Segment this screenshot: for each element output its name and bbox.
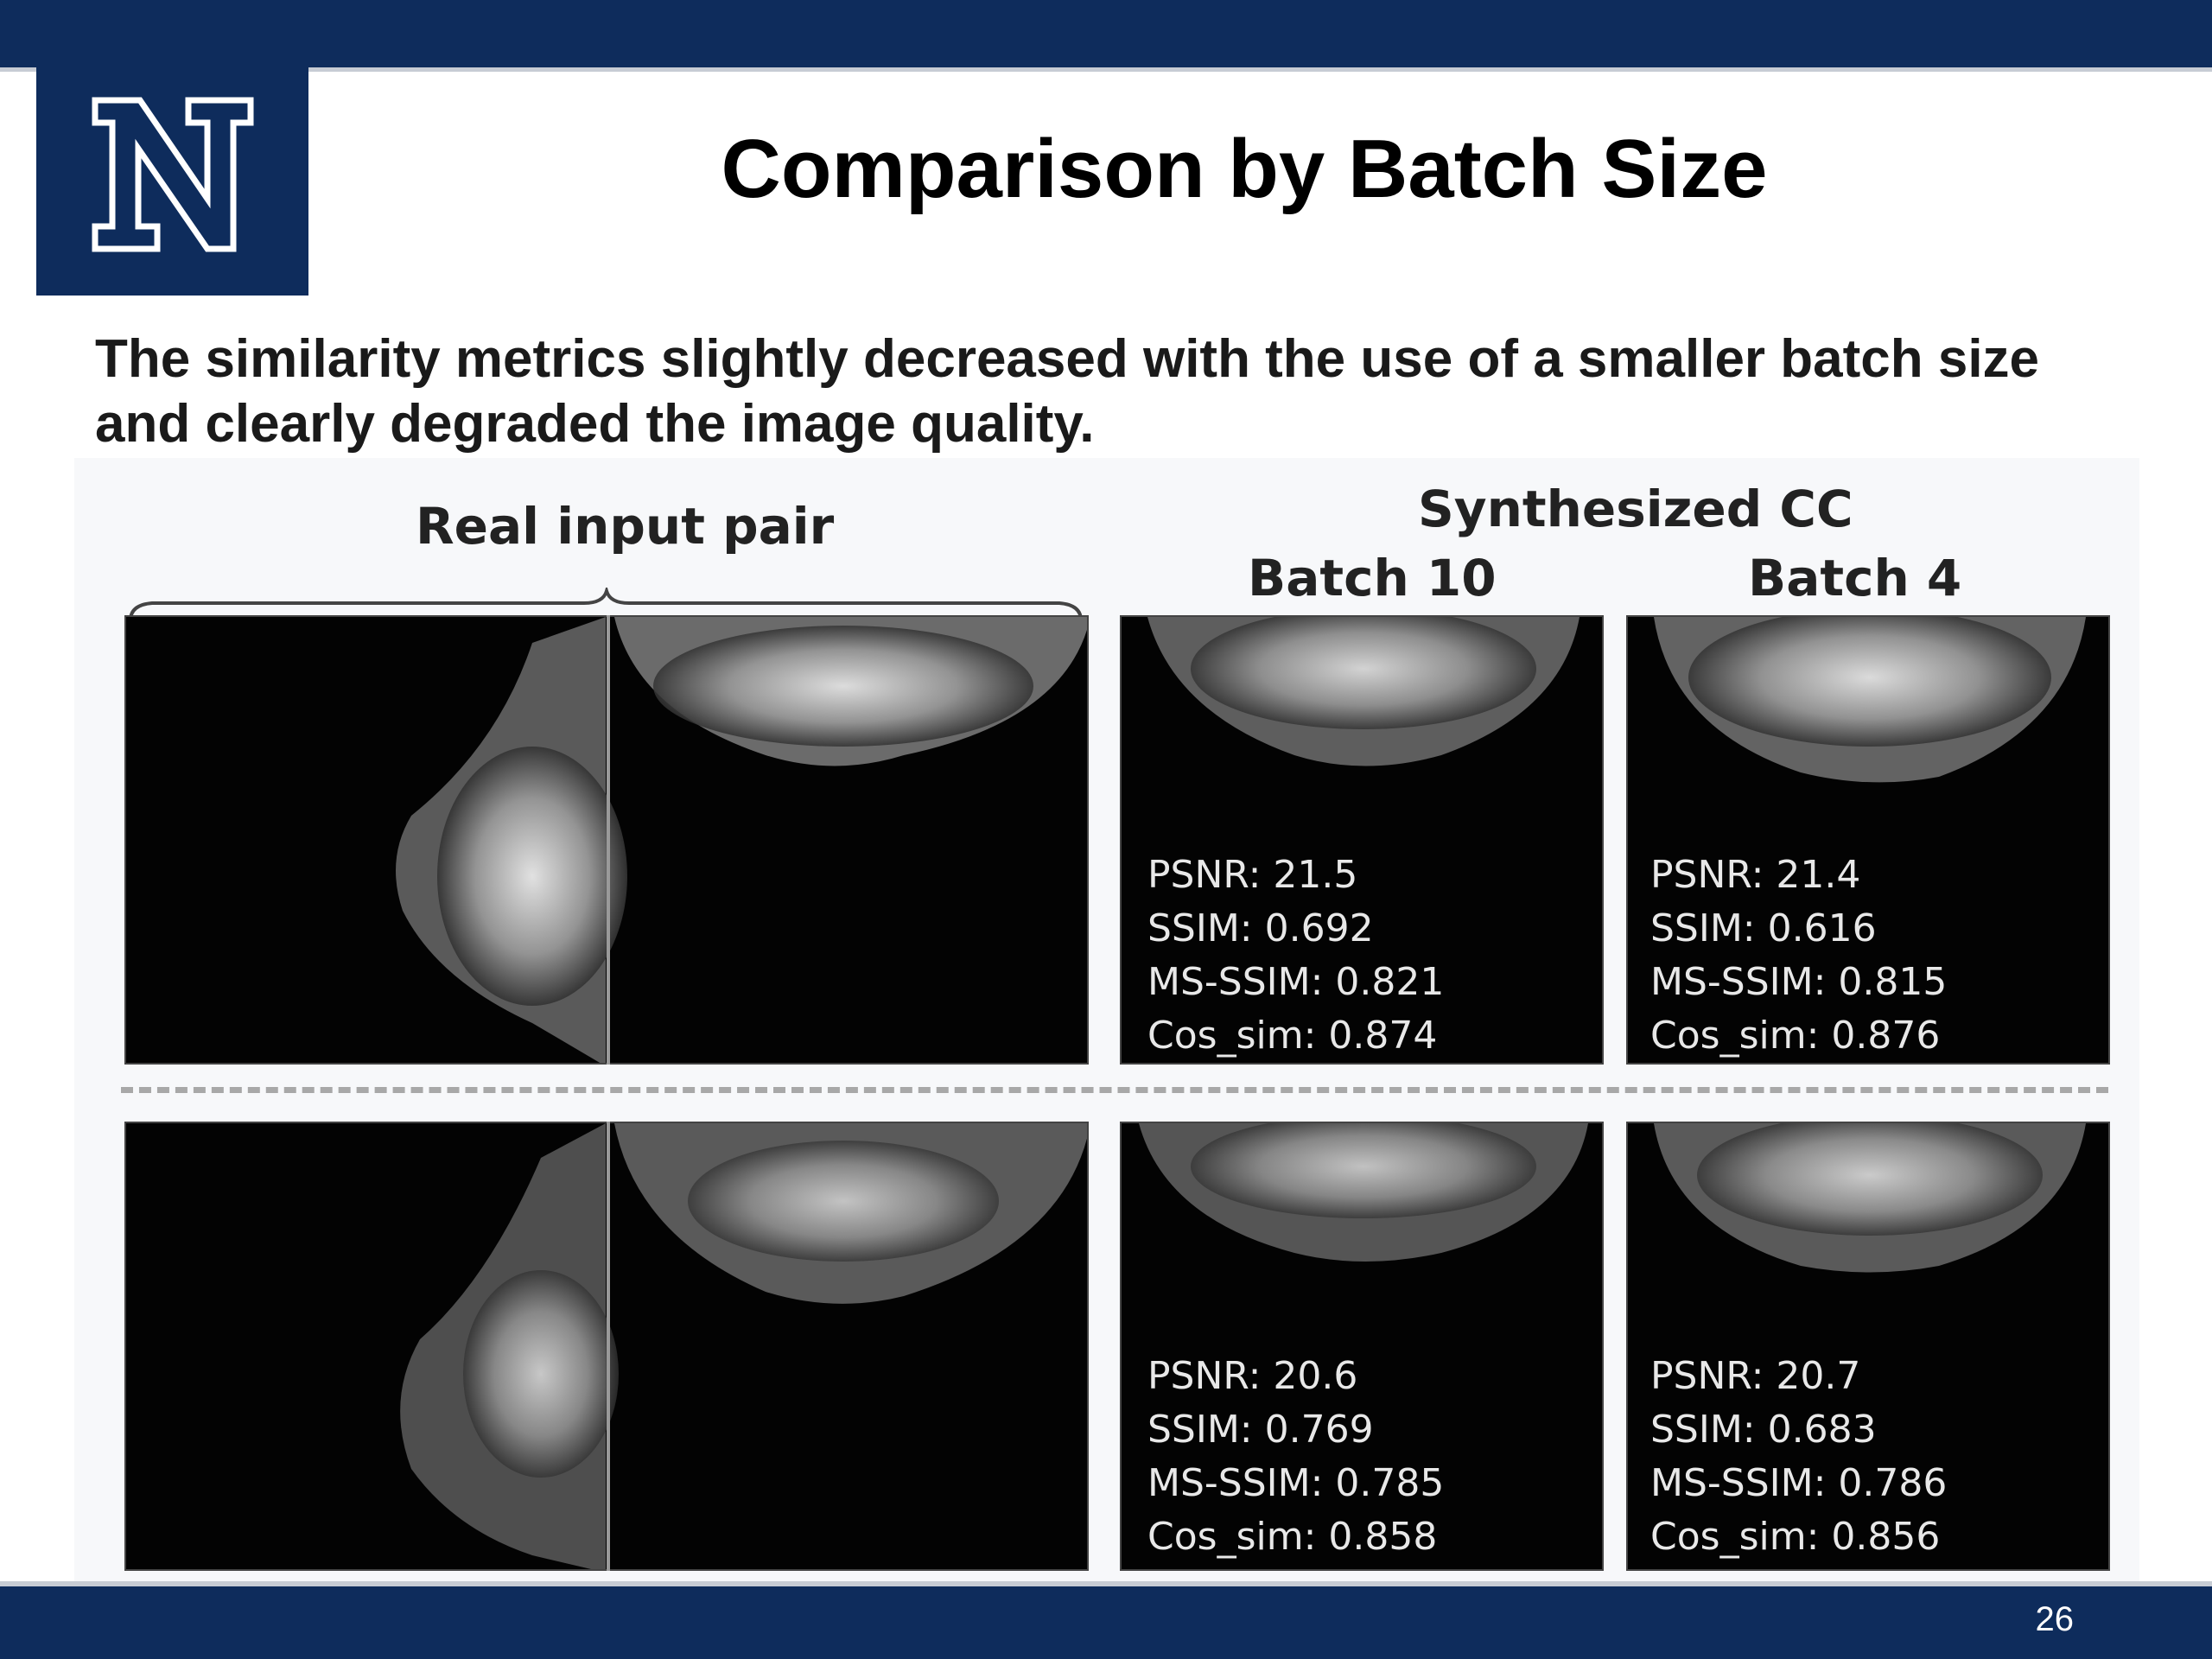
- pair-divider-row-2: [607, 1122, 610, 1571]
- university-logo: [36, 64, 308, 296]
- top-banner-rule: [0, 67, 2212, 72]
- cos-sim-value: Cos_sim: 0.856: [1650, 1515, 1941, 1559]
- cos-sim-value: Cos_sim: 0.858: [1147, 1515, 1438, 1559]
- psnr-value: PSNR: 21.5: [1147, 853, 1358, 897]
- slide-subtitle: The similarity metrics slightly decrease…: [95, 327, 2169, 456]
- synthesized-cc-label: Synthesized CC: [1418, 480, 1853, 538]
- metrics-batch-4-row-1: PSNR: 21.4 SSIM: 0.616 MS-SSIM: 0.815 Co…: [1650, 849, 1947, 1063]
- batch-4-image-row-2: PSNR: 20.7 SSIM: 0.683 MS-SSIM: 0.786 Co…: [1626, 1122, 2110, 1571]
- metrics-batch-10-row-2: PSNR: 20.6 SSIM: 0.769 MS-SSIM: 0.785 Co…: [1147, 1350, 1444, 1564]
- psnr-value: PSNR: 21.4: [1650, 853, 1861, 897]
- row-separator-dashed-line: [121, 1087, 2108, 1093]
- ssim-value: SSIM: 0.692: [1147, 906, 1374, 950]
- real-input-pair-label: Real input pair: [416, 497, 835, 556]
- cos-sim-value: Cos_sim: 0.876: [1650, 1014, 1941, 1058]
- ssim-value: SSIM: 0.683: [1650, 1408, 1877, 1452]
- ms-ssim-value: MS-SSIM: 0.786: [1650, 1461, 1948, 1505]
- bottom-banner-rule: [0, 1581, 2212, 1586]
- ms-ssim-value: MS-SSIM: 0.821: [1147, 960, 1445, 1004]
- cos-sim-value: Cos_sim: 0.874: [1147, 1014, 1438, 1058]
- batch-10-image-row-2: PSNR: 20.6 SSIM: 0.769 MS-SSIM: 0.785 Co…: [1120, 1122, 1604, 1571]
- slide-title: Comparison by Batch Size: [721, 123, 1768, 215]
- top-banner: [0, 0, 2212, 67]
- ssim-value: SSIM: 0.616: [1650, 906, 1877, 950]
- ms-ssim-value: MS-SSIM: 0.785: [1147, 1461, 1445, 1505]
- bottom-banner: [0, 1586, 2212, 1659]
- ssim-value: SSIM: 0.769: [1147, 1408, 1374, 1452]
- metrics-batch-4-row-2: PSNR: 20.7 SSIM: 0.683 MS-SSIM: 0.786 Co…: [1650, 1350, 1947, 1564]
- batch-10-label: Batch 10: [1248, 549, 1497, 607]
- batch-4-label: Batch 4: [1748, 549, 1962, 607]
- real-pair-brace: [129, 588, 1083, 621]
- psnr-value: PSNR: 20.7: [1650, 1354, 1861, 1398]
- batch-4-image-row-1: PSNR: 21.4 SSIM: 0.616 MS-SSIM: 0.815 Co…: [1626, 615, 2110, 1065]
- university-n-logo-icon: [92, 97, 254, 252]
- batch-10-image-row-1: PSNR: 21.5 SSIM: 0.692 MS-SSIM: 0.821 Co…: [1120, 615, 1604, 1065]
- psnr-value: PSNR: 20.6: [1147, 1354, 1358, 1398]
- pair-divider-row-1: [607, 615, 610, 1065]
- metrics-batch-10-row-1: PSNR: 21.5 SSIM: 0.692 MS-SSIM: 0.821 Co…: [1147, 849, 1444, 1063]
- ms-ssim-value: MS-SSIM: 0.815: [1650, 960, 1948, 1004]
- subtitle-line-2: and clearly degraded the image quality.: [95, 394, 1095, 454]
- comparison-figure: Real input pair Synthesized CC Batch 10 …: [74, 458, 2139, 1586]
- page-number: 26: [2035, 1600, 2075, 1638]
- subtitle-line-1: The similarity metrics slightly decrease…: [95, 329, 2040, 389]
